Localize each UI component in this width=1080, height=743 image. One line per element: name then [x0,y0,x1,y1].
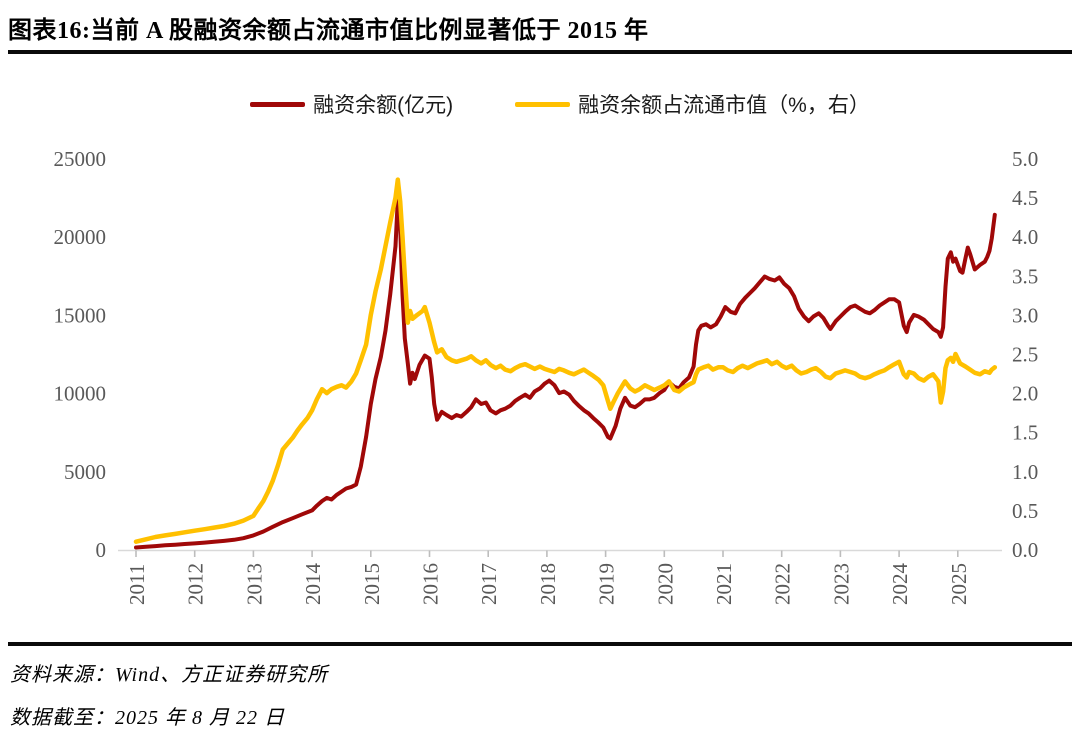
right-axis-tick-label: 1.0 [1012,460,1038,484]
x-axis-tick-label: 2019 [595,563,619,605]
left-axis-tick-label: 0 [96,538,107,562]
legend-line-swatch-yellow [515,101,571,107]
x-axis-tick-label: 2021 [712,563,736,605]
right-axis-tick-label: 0.5 [1012,499,1038,523]
right-axis-tick-label: 3.0 [1012,303,1038,327]
title-rule [8,50,1072,54]
financing-balance-line [134,197,997,550]
right-axis-tick-label: 2.5 [1012,343,1038,367]
x-axis-tick-label: 2014 [301,563,325,606]
legend: 融资余额(亿元) 融资余额占流通市值（%，右） [120,88,1000,120]
source-note: 资料来源：Wind、方正证券研究所 [10,664,329,686]
legend-item-financing-balance: 融资余额(亿元) [250,89,453,119]
legend-line-swatch-red [250,101,306,107]
left-axis-tick-label: 15000 [54,303,107,327]
x-axis-tick-label: 2022 [771,563,795,605]
x-axis-tick-label: 2011 [125,564,149,605]
x-axis-tick-label: 2020 [653,563,677,605]
x-axis-tick-label: 2018 [536,563,560,605]
x-axis-tick-label: 2025 [947,563,971,605]
left-axis-tick-label: 10000 [54,382,107,406]
left-axis-tick-label: 20000 [54,225,107,249]
legend-item-ratio: 融资余额占流通市值（%，右） [515,89,870,119]
x-axis-tick-label: 2024 [888,563,912,606]
chart-title: 图表16:当前 A 股融资余额占流通市值比例显著低于 2015 年 [8,18,649,44]
right-axis-tick-label: 4.0 [1012,225,1038,249]
left-axis-tick-label: 25000 [54,147,107,171]
x-axis-tick-label: 2015 [360,563,384,605]
right-axis-tick-label: 3.5 [1012,264,1038,288]
x-axis-tick-label: 2016 [419,563,443,605]
left-axis-tick-label: 5000 [64,460,106,484]
right-axis-tick-label: 2.0 [1012,382,1038,406]
x-axis-tick-label: 2023 [829,563,853,605]
right-axis-tick-label: 1.5 [1012,421,1038,445]
legend-label-financing-balance: 融资余额(亿元) [313,94,454,117]
right-axis-tick-label: 5.0 [1012,147,1038,171]
legend-label-ratio: 融资余额占流通市值（%，右） [578,94,870,117]
x-axis-tick-label: 2012 [184,563,208,605]
data-cutoff-note: 数据截至：2025 年 8 月 22 日 [10,707,285,729]
footer-rule [8,642,1072,646]
x-axis-tick-label: 2017 [477,563,501,605]
ratio-to-float-cap-line [133,177,998,544]
right-axis-tick-label: 4.5 [1012,186,1038,210]
x-axis-tick-label: 2013 [242,563,266,605]
right-axis-tick-label: 0.0 [1012,538,1038,562]
